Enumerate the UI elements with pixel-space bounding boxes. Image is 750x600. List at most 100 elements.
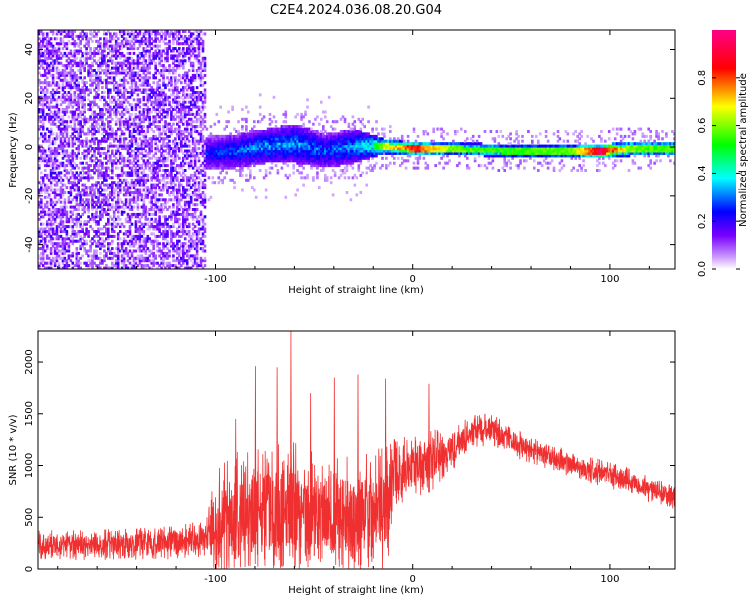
spectrogram-cell (43, 151, 47, 155)
spectrogram-cell (225, 164, 228, 168)
spectrogram-cell (203, 200, 207, 204)
spectrogram-cell (180, 264, 183, 268)
spectrogram-cell (53, 51, 57, 55)
spectrogram-cell (134, 259, 138, 263)
spectrogram-cell (164, 171, 167, 175)
spectrogram-cell (49, 115, 53, 119)
spectrogram-cell (71, 227, 75, 231)
spectrogram-cell (182, 132, 185, 136)
spectrogram-cell (239, 132, 242, 136)
spectrogram-cell (243, 164, 246, 168)
spectrogram-cell (146, 39, 150, 43)
spectrogram-cell (187, 256, 191, 260)
spectrogram-cell (203, 120, 207, 124)
spectrogram-cell (47, 215, 51, 219)
spectrogram-cell (116, 127, 120, 131)
spectrogram-cell (112, 154, 116, 158)
spectrogram-cell (160, 132, 163, 136)
spectrogram-cell (170, 93, 173, 97)
spectrogram-cell (93, 191, 96, 194)
spectrogram-cell (180, 259, 183, 263)
spectrogram-cell (43, 137, 47, 141)
spectrogram-cell (168, 34, 171, 38)
spectrogram-cell (116, 42, 120, 46)
spectrogram-cell (146, 37, 150, 41)
spectrogram-cell (89, 186, 92, 190)
spectrogram-cell (197, 183, 201, 187)
spectrogram-cell (51, 230, 55, 233)
spectrogram-cell (71, 151, 75, 155)
spectrogram-cell (132, 193, 136, 197)
spectrogram-cell (45, 51, 49, 55)
spectrogram-cell (65, 130, 69, 133)
spectrogram-cell (199, 186, 203, 190)
spectrogram-cell (189, 44, 193, 48)
spectrogram-cell (185, 244, 189, 248)
spectrogram-cell (55, 32, 59, 36)
spectrogram-cell (105, 161, 108, 165)
spectrogram-cell (63, 230, 67, 233)
spectrogram-cell (59, 132, 63, 136)
spectrogram-cell (126, 220, 130, 224)
spectrogram-cell (183, 195, 187, 199)
spectrogram-cell (168, 32, 171, 36)
spectrogram-cell (95, 147, 98, 151)
spectrogram-cell (61, 30, 65, 33)
spectrogram-cell (156, 115, 159, 119)
spectrogram-cell (40, 234, 43, 238)
spectrogram-cell (195, 254, 199, 258)
spectrogram-cell (45, 261, 49, 265)
spectrogram-cell (116, 259, 120, 263)
spectrogram-cell (180, 149, 183, 153)
spectrogram-cell (132, 44, 136, 48)
spectrogram-cell (239, 169, 242, 172)
spectrogram-cell (211, 154, 215, 158)
spectrogram-cell (158, 91, 161, 94)
spectrogram-cell (120, 159, 124, 163)
spectrogram-cell (201, 59, 205, 63)
spectrogram-cell (126, 251, 130, 255)
spectrogram-cell (55, 181, 59, 185)
spectrogram-cell (63, 239, 67, 243)
spectrogram-cell (180, 64, 183, 68)
spectrogram-cell (79, 59, 82, 63)
spectrogram-cell (41, 37, 45, 41)
spectrogram-cell (38, 37, 41, 41)
spectrogram-cell (81, 127, 84, 131)
spectrogram-cell (43, 237, 47, 241)
spectrogram-cell (109, 183, 112, 187)
spectrogram-cell (59, 193, 63, 197)
spectrogram-cell (122, 156, 126, 160)
spectrogram-cell (182, 220, 185, 224)
spectrogram-cell (43, 59, 47, 63)
spectrogram-cell (93, 30, 96, 33)
spectrogram-cell (199, 193, 203, 197)
spectrogram-cell (144, 178, 148, 182)
spectrogram-cell (114, 188, 118, 192)
spectrogram-cell (174, 81, 177, 85)
spectrogram-cell (111, 144, 114, 148)
spectrogram-cell (130, 244, 134, 248)
spectrogram-cell (158, 110, 161, 114)
spectrogram-cell (221, 156, 224, 160)
spectrogram-cell (168, 242, 171, 246)
spectrogram-cell (51, 44, 55, 48)
spectrogram-cell (209, 161, 213, 165)
spectrogram-cell (223, 144, 226, 148)
spectrogram-cell (164, 222, 167, 226)
spectrogram-cell (189, 164, 193, 168)
spectrogram-cell (193, 30, 197, 33)
spectrogram-cell (87, 71, 90, 75)
spectrogram-cell (38, 125, 41, 129)
spectrogram-cell (237, 147, 240, 151)
spectrogram-cell (164, 125, 167, 129)
spectrogram-cell (172, 76, 175, 80)
spectrogram-cell (122, 139, 126, 143)
spectrogram-cell (124, 122, 128, 126)
spectrogram-cell (49, 132, 53, 136)
spectrogram-cell (241, 159, 244, 163)
spectrogram-cell (158, 254, 161, 258)
spectrogram-cell (140, 256, 144, 260)
spectrogram-cell (180, 108, 183, 111)
spectrogram-cell (166, 164, 169, 168)
